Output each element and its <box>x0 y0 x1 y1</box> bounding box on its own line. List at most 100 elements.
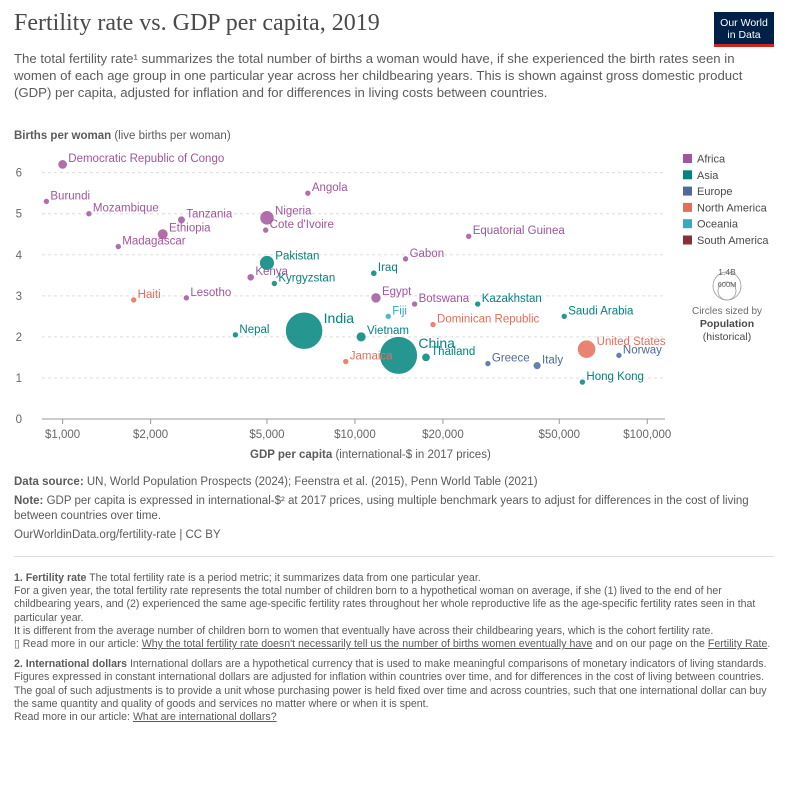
point-label-ethiopia: Ethiopia <box>169 222 211 234</box>
point-nigeria[interactable] <box>259 210 275 226</box>
point-label-thailand: Thailand <box>431 346 475 358</box>
owid-logo[interactable]: Our World in Data <box>714 12 774 47</box>
point-label-italy: Italy <box>542 354 563 366</box>
point-norway[interactable] <box>615 352 623 359</box>
x-tick-label: $50,000 <box>538 429 580 441</box>
point-nepal[interactable] <box>232 331 239 339</box>
fertility-rate-page-link[interactable]: Fertility Rate <box>707 638 768 651</box>
point-fiji[interactable] <box>384 313 392 320</box>
point-india[interactable] <box>285 311 323 350</box>
point-label-hong-kong: Hong Kong <box>586 371 644 383</box>
point-label-equatorial-guinea: Equatorial Guinea <box>473 225 566 237</box>
point-kenya[interactable] <box>246 273 255 282</box>
point-democratic-republic-of-congo[interactable] <box>57 159 68 170</box>
point-hong-kong[interactable] <box>579 378 586 386</box>
chart-url[interactable]: OurWorldinData.org/fertility-rate | CC B… <box>14 529 221 541</box>
footnote-1-end: . <box>767 638 771 651</box>
point-greece[interactable] <box>484 360 492 367</box>
size-legend-caption-3: (historical) <box>703 331 751 343</box>
chart-subtitle: The total fertility rate¹ summarizes the… <box>14 51 743 100</box>
x-axis-label-bold: GDP per capita <box>250 449 333 461</box>
point-label-jamaica: Jamaica <box>350 350 393 362</box>
point-united-states[interactable] <box>577 339 596 359</box>
y-tick-label: 0 <box>16 414 22 426</box>
point-angola[interactable] <box>304 189 312 197</box>
data-source-text: UN, World Population Prospects (2024); F… <box>83 476 538 488</box>
point-gabon[interactable] <box>402 255 409 263</box>
chart-title: Fertility rate vs. GDP per capita, 2019 <box>14 10 380 36</box>
point-label-haiti: Haiti <box>138 289 161 301</box>
point-vietnam[interactable] <box>355 331 367 343</box>
logo-line-1: Our World <box>720 17 768 29</box>
footnote-2-read-more: Read more in our article: <box>14 711 133 724</box>
point-cote-d-ivoire[interactable] <box>262 226 269 234</box>
point-botswana[interactable] <box>411 300 418 308</box>
point-thailand[interactable] <box>421 352 431 362</box>
footnote-1-mid: and on our page on the <box>592 638 708 651</box>
point-haiti[interactable] <box>130 296 137 304</box>
point-label-angola: Angola <box>312 182 348 194</box>
point-egypt[interactable] <box>370 292 382 304</box>
point-iraq[interactable] <box>370 269 378 277</box>
svg-text:Births per woman (live births: Births per woman (live births per woman) <box>14 130 231 142</box>
logo-line-2: in Data <box>727 29 761 41</box>
point-label-india: India <box>324 310 355 326</box>
legend-label-africa[interactable]: Africa <box>697 154 726 166</box>
point-kazakhstan[interactable] <box>474 300 482 308</box>
footnote-1-read-more: Read more in our article: <box>22 638 142 651</box>
point-label-greece: Greece <box>492 353 530 365</box>
point-dominican-republic[interactable] <box>429 321 437 328</box>
legend-swatch-oceania <box>683 219 692 229</box>
y-axis-label-rest: (live births per woman) <box>111 130 231 142</box>
point-label-kazakhstan: Kazakhstan <box>482 293 542 305</box>
y-tick-label: 5 <box>16 209 22 221</box>
point-kyrgyzstan[interactable] <box>271 280 278 287</box>
size-legend: 1.4B 600M Circles sized by Population (h… <box>692 267 762 343</box>
y-axis-label-bold: Births per woman <box>14 130 111 142</box>
point-burundi[interactable] <box>43 198 50 205</box>
article-link-tfr[interactable]: Why the total fertility rate doesn't nec… <box>141 638 593 651</box>
footnote-2: 2. International dollars International d… <box>14 658 774 671</box>
x-axis-label-rest: (international-$ in 2017 prices) <box>332 449 491 461</box>
legend-label-north-america[interactable]: North America <box>697 202 768 214</box>
point-lesotho[interactable] <box>183 294 190 302</box>
y-tick-label: 1 <box>16 373 22 385</box>
point-label-vietnam: Vietnam <box>367 325 409 337</box>
point-label-democratic-republic-of-congo: Democratic Republic of Congo <box>68 153 224 165</box>
footnote-1-title: 1. Fertility rate <box>14 572 87 584</box>
legend-label-asia[interactable]: Asia <box>697 170 719 182</box>
size-legend-large-label: 1.4B <box>718 267 736 277</box>
point-equatorial-guinea[interactable] <box>465 232 473 240</box>
x-tick-label: $10,000 <box>334 429 376 441</box>
footnote-2-intro: International dollars are a hypothetical… <box>127 658 767 671</box>
point-label-botswana: Botswana <box>419 293 470 305</box>
x-tick-label: $100,000 <box>623 429 671 441</box>
point-jamaica[interactable] <box>342 358 350 365</box>
legend-label-oceania[interactable]: Oceania <box>697 219 739 231</box>
footnote-1-intro: The total fertility rate is a period met… <box>86 572 481 584</box>
point-saudi-arabia[interactable] <box>560 313 568 320</box>
chart-note-text: GDP per capita is expressed in internati… <box>14 495 749 522</box>
point-italy[interactable] <box>532 361 542 370</box>
article-link-intl-dollars[interactable]: What are international dollars? <box>132 711 277 724</box>
point-ethiopia[interactable] <box>157 228 169 240</box>
point-label-madagascar: Madagascar <box>122 235 185 247</box>
point-label-mozambique: Mozambique <box>93 203 159 215</box>
legend-swatch-africa <box>683 154 692 163</box>
point-madagascar[interactable] <box>114 243 122 250</box>
point-tanzania[interactable] <box>177 215 186 224</box>
point-pakistan[interactable] <box>259 255 275 271</box>
data-source-label: Data source: <box>14 476 84 488</box>
chart-note-label: Note: <box>14 495 44 507</box>
legend-label-europe[interactable]: Europe <box>697 186 732 198</box>
point-china[interactable] <box>379 336 418 375</box>
point-label-tanzania: Tanzania <box>186 209 233 221</box>
y-tick-label: 6 <box>16 168 22 180</box>
point-mozambique[interactable] <box>85 210 93 217</box>
point-label-norway: Norway <box>623 344 662 356</box>
y-tick-label: 2 <box>16 332 22 344</box>
point-label-dominican-republic: Dominican Republic <box>437 314 540 326</box>
point-label-china: China <box>418 335 455 351</box>
y-axis-label: Births per woman (live births per woman) <box>14 130 231 142</box>
legend-label-south-america[interactable]: South America <box>697 235 769 247</box>
